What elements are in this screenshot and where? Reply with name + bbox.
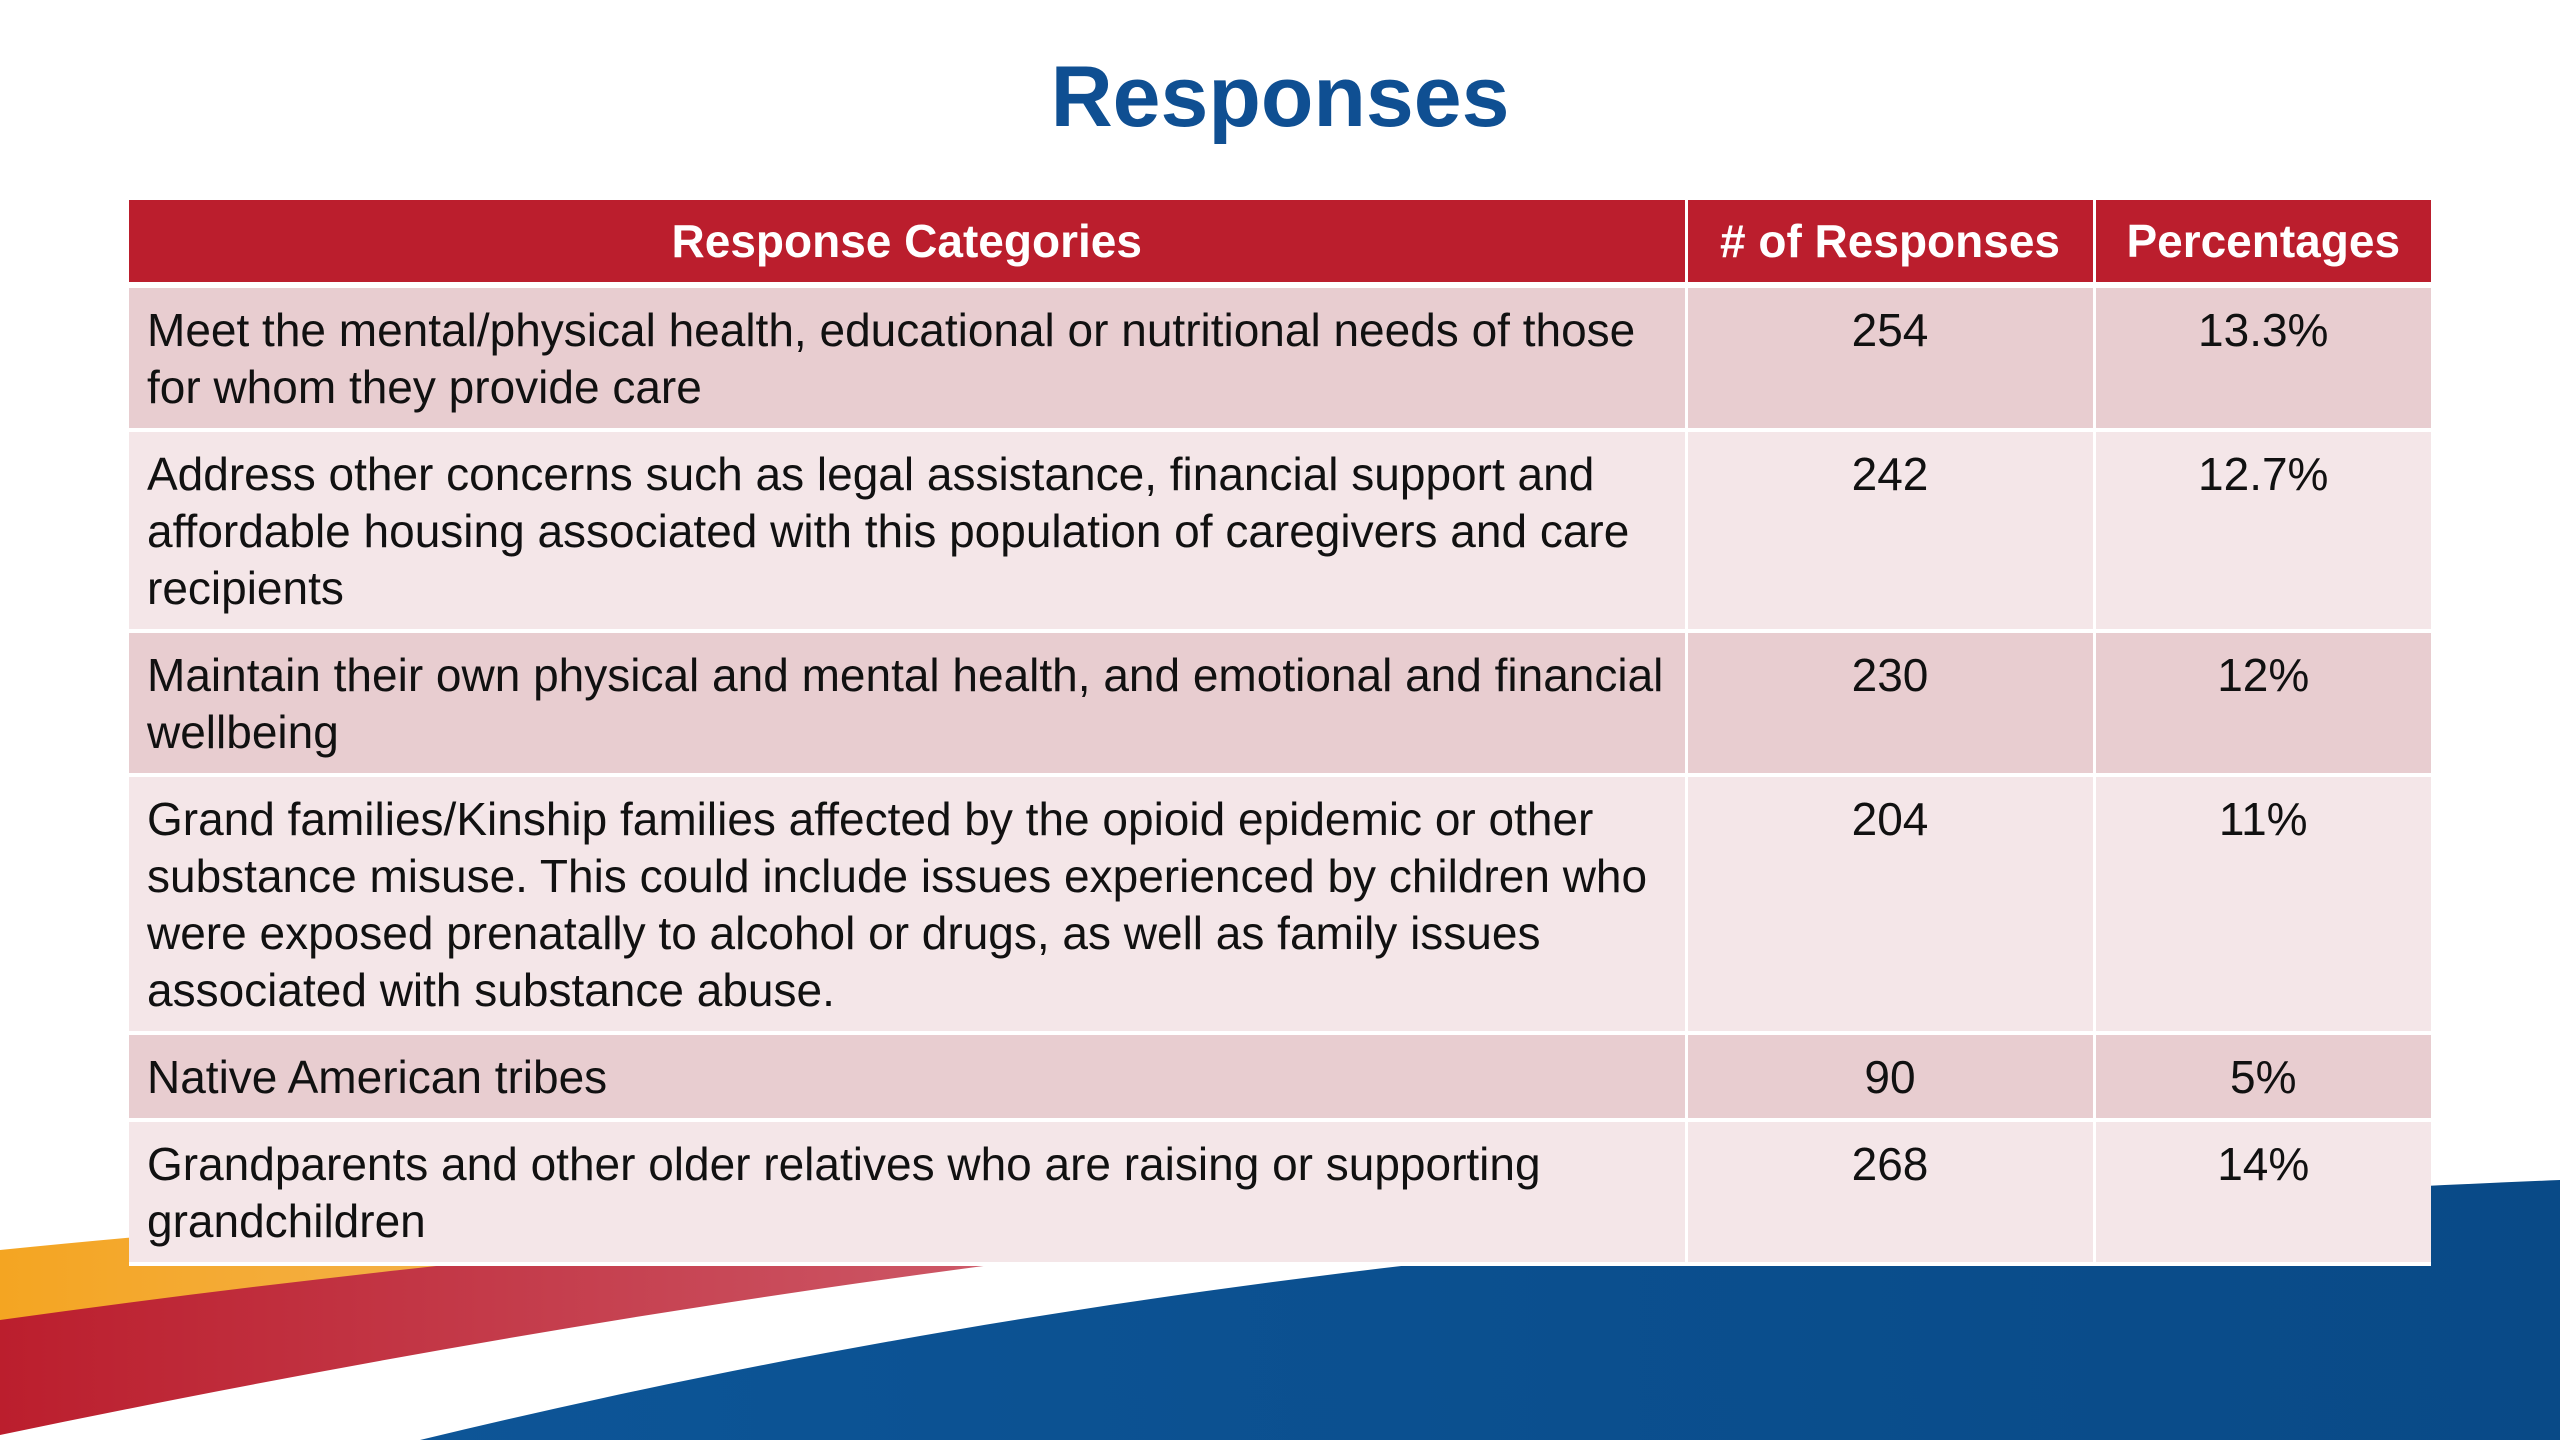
category-cell: Grand families/Kinship families affected… [129, 775, 1688, 1035]
responses-cell: 90 [1686, 1033, 2096, 1122]
responses-cell: 254 [1686, 285, 2096, 432]
percentage-cell: 13.3% [2094, 285, 2431, 432]
responses-cell: 242 [1686, 430, 2096, 633]
percentage-cell: 12.7% [2094, 430, 2431, 633]
category-cell: Native American tribes [129, 1033, 1688, 1122]
table-row: Meet the mental/physical health, educati… [129, 285, 2431, 432]
responses-cell: 268 [1686, 1120, 2096, 1266]
table-row: Grandparents and other older relatives w… [129, 1120, 2431, 1266]
category-cell: Meet the mental/physical health, educati… [129, 285, 1688, 432]
header-response-categories: Response Categories [129, 200, 1688, 288]
slide-title: Responses [1050, 49, 1510, 145]
category-cell: Address other concerns such as legal ass… [129, 430, 1688, 633]
responses-cell: 230 [1686, 631, 2096, 777]
category-cell: Maintain their own physical and mental h… [129, 631, 1688, 777]
percentage-cell: 14% [2094, 1120, 2431, 1266]
table-row: Grand families/Kinship families affected… [129, 775, 2431, 1035]
header-percentages: Percentages [2094, 200, 2431, 288]
responses-table: Response Categories # of Responses Perce… [129, 200, 2431, 1266]
table-row: Maintain their own physical and mental h… [129, 631, 2431, 777]
responses-cell: 204 [1686, 775, 2096, 1035]
table-row: Address other concerns such as legal ass… [129, 430, 2431, 633]
header-number-of-responses: # of Responses [1686, 200, 2096, 288]
category-cell: Grandparents and other older relatives w… [129, 1120, 1688, 1266]
table-header-row: Response Categories # of Responses Perce… [129, 200, 2431, 288]
percentage-cell: 11% [2094, 775, 2431, 1035]
percentage-cell: 5% [2094, 1033, 2431, 1122]
percentage-cell: 12% [2094, 631, 2431, 777]
table-row: Native American tribes 90 5% [129, 1033, 2431, 1122]
